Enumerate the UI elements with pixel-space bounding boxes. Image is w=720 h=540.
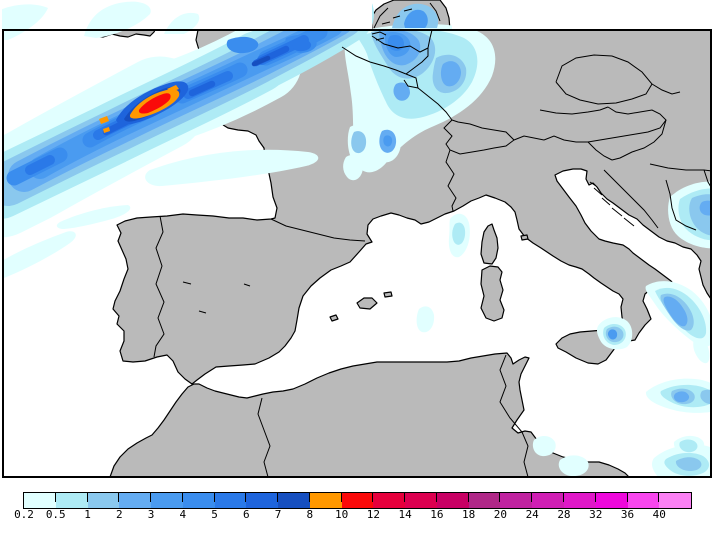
legend-tick [404,493,406,502]
land-layer [85,0,711,478]
land-corsica [480,223,499,265]
border-france-italy [445,149,457,212]
legend-segment [372,493,406,508]
legend-tick-label: 12 [366,508,380,521]
legend-tick-label: 10 [334,508,349,521]
border-austria-south [543,106,667,143]
border-france-spain [270,218,366,242]
border-algeria-tunisia [499,354,529,478]
legend-tick [372,493,374,502]
map-canvas [2,0,712,478]
legend-segment [531,493,565,508]
map-frame [2,29,712,478]
river-marks-iberia [182,281,251,314]
legend-tick [245,493,247,502]
legend-segment [658,493,692,508]
legend-tick-label: 7 [274,508,282,521]
legend-tick [594,493,596,502]
legend-tick-label: 40 [652,508,666,521]
legend-tick-label: 28 [557,508,571,521]
legend-segment [594,493,628,508]
legend-tick-label: 3 [147,508,155,521]
legend-segment [563,493,596,508]
legend-tick-label: 36 [620,508,635,521]
coast-croatian-islands [589,181,635,227]
legend-tick-label: 32 [589,508,603,521]
legend-tick [467,493,469,502]
border-morocco-algeria [257,397,271,478]
legend-tick-label: 5 [211,508,218,521]
legend-segment [340,493,374,508]
land-mallorca [356,297,378,310]
legend-tick-label: 16 [430,508,444,521]
land-sardinia [480,265,505,322]
legend-segment [626,493,660,508]
legend-segment [277,493,310,508]
legend-tick [277,493,279,502]
legend-segment [467,493,501,508]
color-scale-legend [23,492,692,509]
border-france-belgium [341,46,407,75]
legend-tick [54,493,56,502]
legend-tick [150,493,152,502]
legend-tick-label: 8 [306,508,314,521]
legend-tick [626,493,628,502]
legend-tick [499,493,501,502]
border-layer [153,2,711,478]
legend-tick-label: 20 [493,508,508,521]
legend-tick [658,493,660,502]
legend-tick-label: 0.2 [14,508,34,521]
legend-segment [54,493,88,508]
land-north-africa [109,352,630,478]
legend-tick-label: 24 [525,508,539,521]
legend-tick [435,493,437,502]
legend-tick [340,493,342,502]
land-elba [520,234,529,241]
legend-tick-label: 18 [462,508,476,521]
legend-tick-label: 4 [179,508,187,521]
legend-segment [213,493,247,508]
legend-segment [181,493,215,508]
legend-tick [308,493,310,502]
border-germany-austria [539,106,609,115]
border-croatia-bosnia [603,169,659,229]
legend-tick-label: 14 [398,508,412,521]
land-ibiza [329,314,339,322]
border-slovakia-hungary [587,83,681,161]
legend-labels: 0.2 0.5 1 2 3 4 5 6 7 8 10 12 14 16 18 20 24 28 32 36 40 [14,508,713,524]
legend-tick [86,493,88,502]
legend-segment [435,493,469,508]
legend-segment [308,493,342,508]
border-spain-portugal [153,215,165,358]
border-switzerland [443,119,545,155]
legend-segment [118,493,152,508]
land-continent-europe [112,29,711,385]
legend-tick [563,493,565,502]
legend-segment [404,493,437,508]
border-france-germany [417,87,453,121]
legend-tick [531,493,533,502]
legend-tick [118,493,120,502]
border-serbia [649,163,711,231]
legend-segment [150,493,183,508]
border-belgium-netherlands [371,29,433,53]
legend-tick-label: 2 [115,508,123,521]
legend-tick-label: 0.5 [45,508,66,521]
legend-tick [213,493,215,502]
legend-tick-label: 1 [84,508,91,521]
land-menorca [383,291,393,298]
legend-segment [24,493,56,508]
precip-red-maximum [138,93,171,114]
coast-dutch-islands [371,2,441,41]
legend-segment [86,493,120,508]
legend-tick-label: 6 [243,508,250,521]
legend-tick [181,493,183,502]
legend-segment [499,493,533,508]
legend-segment [245,493,279,508]
